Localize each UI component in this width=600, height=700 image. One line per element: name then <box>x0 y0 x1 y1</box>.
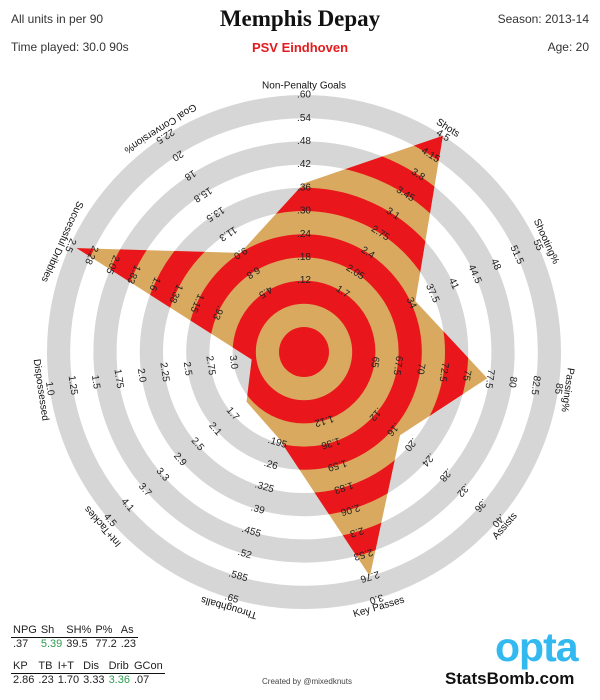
tick-label: .12 <box>297 275 311 286</box>
tick-label: 85 <box>552 382 565 395</box>
stats-value: 3.33 <box>83 674 105 686</box>
stats-header-row: NPG Sh SH% P% As <box>11 624 139 638</box>
polygon-band <box>232 280 376 424</box>
stats-value: 3.36 <box>108 674 130 686</box>
tick-label: 1.0 <box>43 381 56 397</box>
tick-label: .60 <box>297 90 311 101</box>
tick-label: .52 <box>236 547 253 562</box>
tick-label: 55 <box>530 238 545 253</box>
background-ring <box>47 95 561 609</box>
stats-header: KP <box>11 660 37 674</box>
tick-label: 2.5 <box>62 237 78 255</box>
polygon-center-band <box>279 327 329 377</box>
tick-label: 2.5 <box>181 361 194 377</box>
stats-value: 5.39 <box>40 638 63 650</box>
tick-label: 67.5 <box>391 355 405 376</box>
units-note: All units in per 90 <box>11 12 104 26</box>
tick-label: 2.06 <box>339 501 361 517</box>
tick-label: .48 <box>297 136 311 147</box>
background-ring <box>93 141 515 563</box>
tick-label: .24 <box>297 229 311 240</box>
age-label: Age: 20 <box>547 40 589 54</box>
tick-label: 77.5 <box>482 368 496 389</box>
tick-label: .195 <box>266 435 288 451</box>
stats-header: P% <box>93 624 119 638</box>
tick-label: .18 <box>297 252 311 263</box>
stats-header: Sh <box>38 624 65 638</box>
tick-label: 1.5 <box>89 374 102 390</box>
tick-label: .30 <box>297 206 311 217</box>
tick-label: 70 <box>414 362 427 375</box>
stats-header: GCon <box>131 660 165 674</box>
tick-label: .455 <box>240 524 262 540</box>
tick-label: 41 <box>446 277 461 292</box>
stats-value-row: 2.86 .23 1.70 3.33 3.36 .07 <box>11 674 165 688</box>
stats-value-row: .37 5.39 39.5 77.2 .23 <box>11 638 138 652</box>
tick-label: 34 <box>404 296 419 311</box>
tick-label: 82.5 <box>528 375 542 396</box>
tick-label: .93 <box>210 304 226 322</box>
stats-header: SH% <box>64 624 94 638</box>
stats-value: 2.86 <box>13 674 35 686</box>
stats-table-creative: KP TB I+T Dis Drib GCon 2.86 .23 1.70 3.… <box>11 660 165 687</box>
stats-header: NPG <box>11 624 39 638</box>
tick-label: 80 <box>506 376 519 389</box>
tick-label: 2.75 <box>203 355 217 376</box>
tick-label: 1.6 <box>146 275 162 293</box>
tick-label: .54 <box>297 113 311 124</box>
statsbomb-logo: StatsBomb.com <box>445 669 575 688</box>
tick-label: .65 <box>223 591 240 606</box>
tick-label: .42 <box>297 159 311 170</box>
stats-value: .23 <box>120 638 137 650</box>
stats-value: .23 <box>38 674 54 686</box>
stats-header: TB <box>36 660 56 674</box>
tick-label: 1.25 <box>66 375 80 396</box>
tick-label: 2.25 <box>157 362 171 383</box>
tick-label: 1.75 <box>112 368 126 389</box>
stats-value: 77.2 <box>95 638 117 650</box>
stats-header: Dis <box>81 660 107 674</box>
tick-label: 3.0 <box>227 355 240 371</box>
tick-label: 2.53 <box>352 546 374 562</box>
tick-label: 1.83 <box>332 479 354 495</box>
stats-table-attacking: NPG Sh SH% P% As .37 5.39 39.5 77.2 .23 <box>11 624 139 652</box>
tick-label: 2.3 <box>348 524 365 539</box>
tick-label: 72.5 <box>437 362 451 383</box>
credit-text: Created by @mixedknuts <box>262 677 352 686</box>
team-subtitle: PSV Eindhoven <box>251 40 349 55</box>
tick-label: .26 <box>263 458 280 473</box>
player-name-title: Memphis Depay <box>219 6 381 31</box>
season-label: Season: 2013-14 <box>497 12 589 26</box>
tick-label: 75 <box>460 369 473 382</box>
opta-logo: opta <box>495 624 579 670</box>
stats-header: Drib <box>106 660 132 674</box>
stats-value: 39.5 <box>66 638 88 650</box>
tick-label: .39 <box>249 502 266 517</box>
time-played: Time played: 30.0 90s <box>11 40 129 54</box>
stats-value: 1.70 <box>57 674 80 686</box>
tick-label: 1.59 <box>326 457 348 473</box>
tick-label: 3.0 <box>368 591 385 606</box>
stats-value: .07 <box>133 674 150 686</box>
tick-label: .585 <box>227 568 249 584</box>
tick-label: 48 <box>488 257 503 272</box>
tick-label: .36 <box>297 182 311 193</box>
tick-label: 1.12 <box>313 412 335 428</box>
stats-header-row: KP TB I+T Dis Drib GCon <box>11 660 165 674</box>
tick-label: 65 <box>368 356 381 369</box>
tick-label: 2.0 <box>135 368 148 384</box>
tick-label: 2.76 <box>359 568 381 584</box>
stats-header: As <box>118 624 139 638</box>
tick-label: 1.36 <box>319 435 341 451</box>
stats-value: .37 <box>13 638 29 650</box>
tick-label: .325 <box>253 479 275 495</box>
axis-title: Non-Penalty Goals <box>262 81 346 92</box>
stats-header: I+T <box>55 660 82 674</box>
